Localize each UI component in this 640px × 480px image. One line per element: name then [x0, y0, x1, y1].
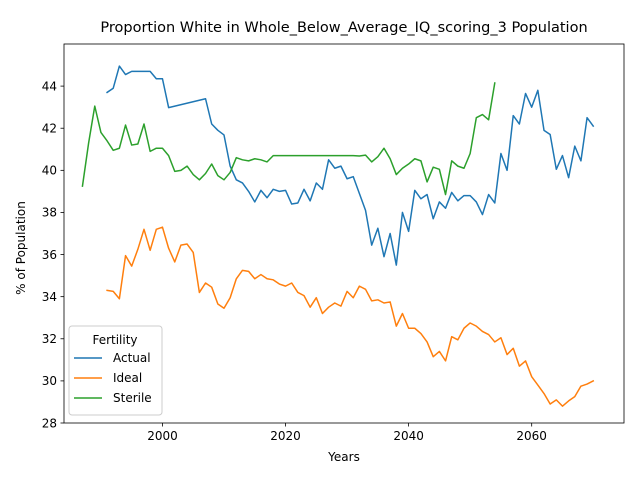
x-tick-label: 2060	[516, 429, 547, 443]
y-axis: 28 30 32 34 36 38 40 42 44	[42, 79, 64, 430]
legend-label-ideal: Ideal	[113, 371, 142, 385]
x-axis-label: Years	[327, 450, 360, 464]
x-tick-label: 2020	[270, 429, 301, 443]
y-tick-label: 44	[42, 79, 57, 93]
legend-label-sterile: Sterile	[113, 391, 152, 405]
y-tick-label: 36	[42, 248, 57, 262]
y-tick-label: 40	[42, 164, 57, 178]
series-line-actual	[106, 65, 595, 266]
y-tick-label: 32	[42, 332, 57, 346]
series-line-ideal	[106, 226, 595, 407]
legend-items: Actual Ideal Sterile	[74, 351, 152, 405]
legend-box	[68, 325, 163, 416]
legend-label-actual: Actual	[113, 351, 151, 365]
series-layer	[81, 65, 595, 407]
series-line-sterile	[81, 82, 496, 196]
plot-frame	[63, 43, 625, 424]
chart-title: Proportion White in Whole_Below_Average_…	[100, 20, 587, 36]
legend-title: Fertility	[92, 333, 137, 347]
x-tick-label: 2040	[393, 429, 424, 443]
y-tick-label: 30	[42, 374, 57, 388]
y-tick-label: 34	[42, 290, 57, 304]
x-tick-label: 2000	[147, 429, 178, 443]
y-tick-label: 28	[42, 416, 57, 430]
legend: Fertility Actual Ideal Sterile	[68, 325, 163, 416]
x-axis: 2000 2020 2040 2060	[147, 423, 547, 443]
y-axis-label: % of Population	[14, 201, 28, 295]
y-tick-label: 42	[42, 122, 57, 136]
y-tick-label: 38	[42, 206, 57, 220]
